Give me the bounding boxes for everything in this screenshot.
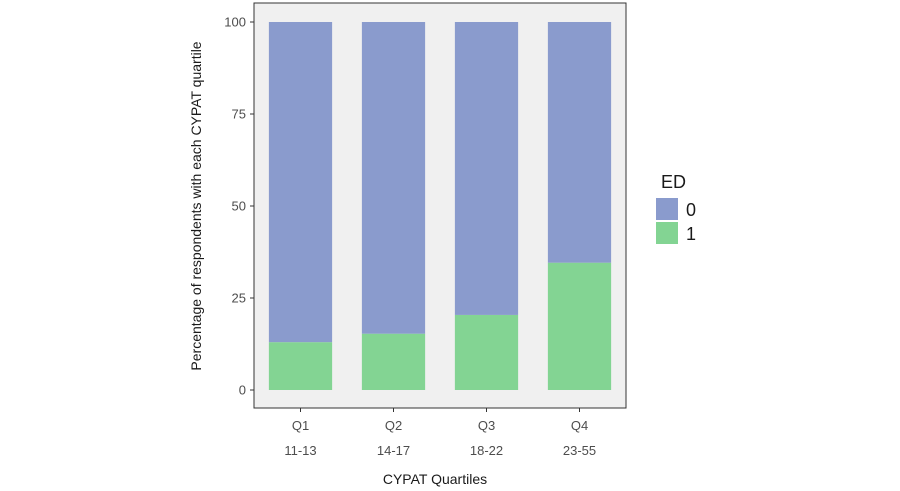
legend-key-ed-0 — [656, 198, 678, 220]
x-tick-label-quartile: Q2 — [385, 418, 402, 433]
x-axis: Q1 11-13 Q2 14-17 Q3 18-22 Q4 23-55 — [284, 408, 596, 458]
x-tick-label-range: 23-55 — [563, 443, 596, 458]
legend-title: ED — [661, 172, 686, 192]
legend: ED 0 1 — [656, 172, 696, 244]
y-axis: 0 25 50 75 100 — [224, 15, 254, 398]
y-tick-label: 0 — [239, 383, 246, 398]
bar-q2-ed-0 — [361, 22, 426, 334]
x-tick-label-range: 11-13 — [284, 443, 316, 458]
x-tick-label-quartile: Q1 — [292, 418, 309, 433]
y-tick-label: 100 — [224, 15, 246, 30]
bar-q1-ed-0 — [268, 22, 333, 343]
bars-group — [268, 22, 612, 390]
bar-q2-ed-1 — [361, 333, 426, 390]
x-tick-label-quartile: Q4 — [571, 418, 588, 433]
bar-q4-ed-0 — [547, 22, 612, 263]
bar-q4-ed-1 — [547, 262, 612, 390]
x-tick-label-range: 14-17 — [377, 443, 410, 458]
y-tick-label: 75 — [232, 107, 246, 122]
bar-q3-ed-0 — [454, 22, 519, 315]
x-axis-title: CYPAT Quartiles — [383, 471, 487, 487]
legend-label-ed-0: 0 — [686, 200, 696, 220]
y-axis-title: Percentage of respondents with each CYPA… — [188, 41, 204, 370]
legend-key-ed-1 — [656, 222, 678, 244]
y-tick-label: 25 — [232, 291, 246, 306]
y-tick-label: 50 — [232, 199, 246, 214]
bar-q1-ed-1 — [268, 342, 333, 390]
legend-label-ed-1: 1 — [686, 224, 696, 244]
bar-q3-ed-1 — [454, 314, 519, 390]
x-tick-label-quartile: Q3 — [478, 418, 495, 433]
x-tick-label-range: 18-22 — [470, 443, 503, 458]
